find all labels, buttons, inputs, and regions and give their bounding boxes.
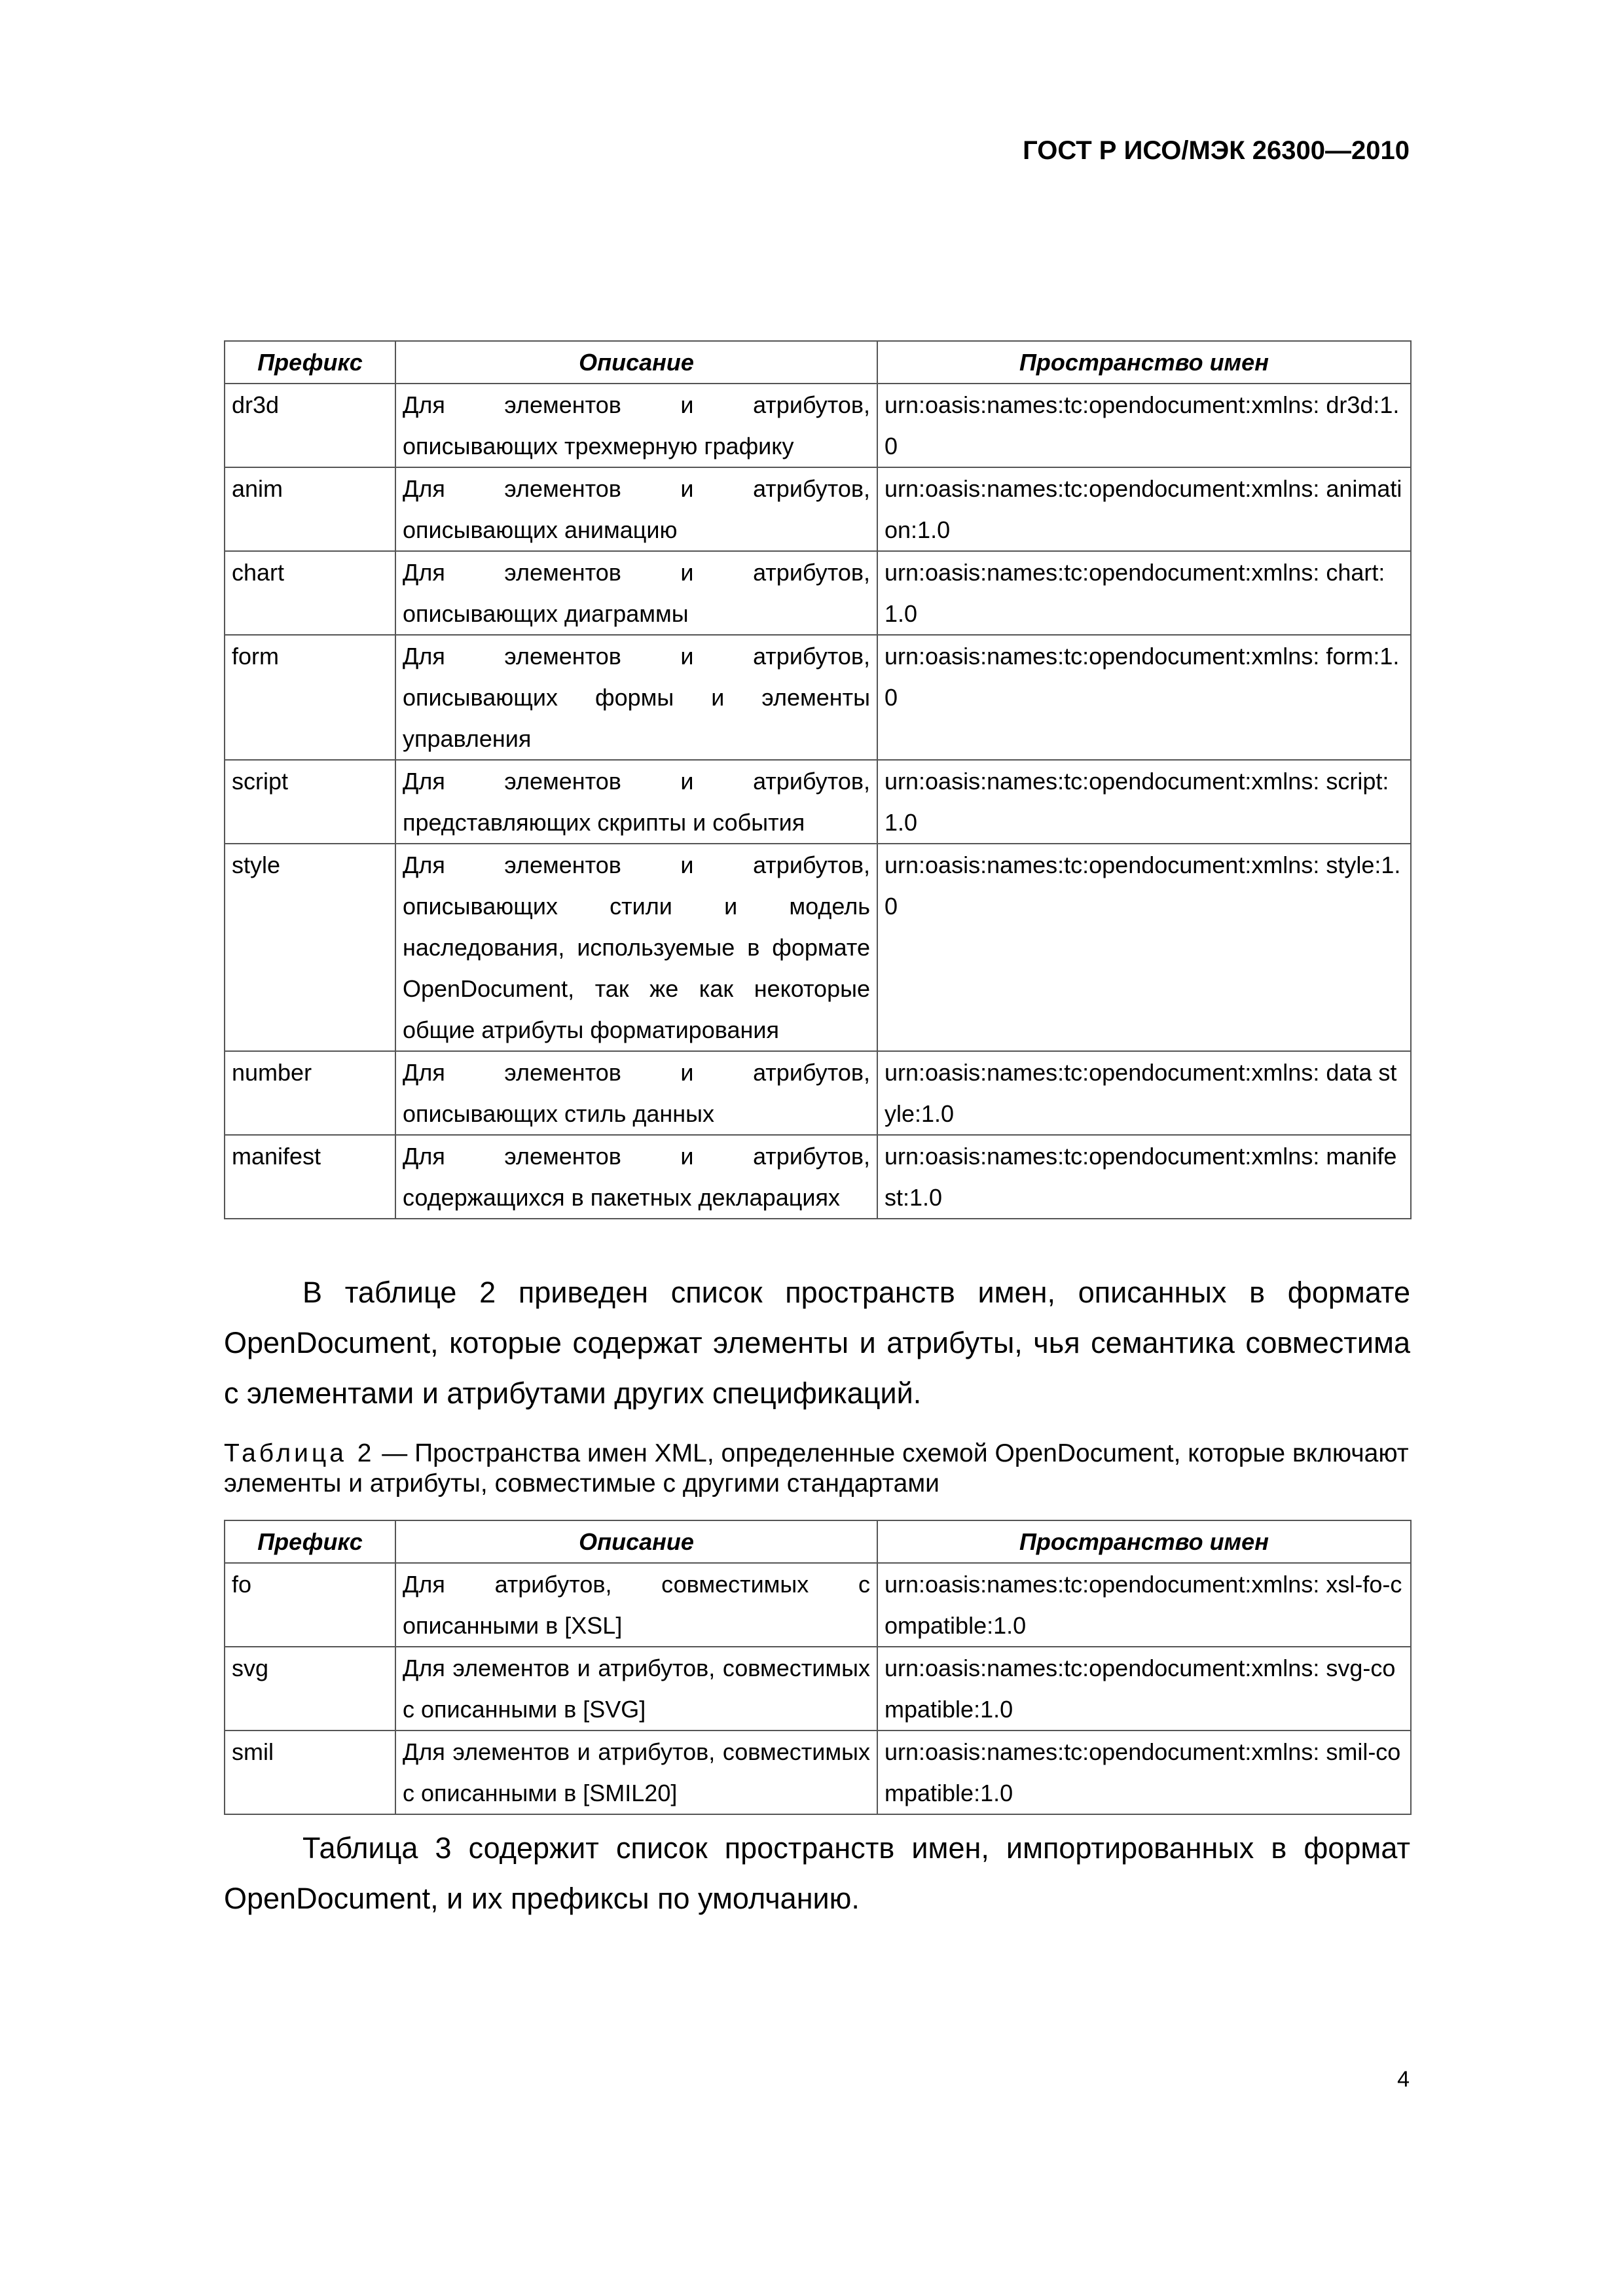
namespace-cell: urn:oasis:names:tc:opendocument:xmlns: x…: [877, 1562, 1412, 1647]
description-cell: Для элементов и атрибутов, описывающих с…: [395, 843, 878, 1052]
table-header-row: Префикс Описание Пространство имен: [224, 1520, 1412, 1564]
description-cell: Для элементов и атрибутов, описывающих с…: [395, 1050, 878, 1136]
prefix-cell: fo: [224, 1562, 396, 1647]
table-row: manifest Для элементов и атрибутов, содер…: [224, 1134, 1412, 1219]
namespace-cell: urn:oasis:names:tc:opendocument:xmlns: m…: [877, 1134, 1412, 1219]
table-row: form Для элементов и атрибутов, описывающ…: [224, 634, 1412, 761]
table-row: fo Для атрибутов, совместимых с описанным…: [224, 1562, 1412, 1647]
paragraph-text: Таблица 3 содержит список пространств им…: [224, 1831, 1410, 1915]
namespaces-table-2: Префикс Описание Пространство имен fo Для…: [224, 1520, 1412, 1815]
prefix-cell: style: [224, 843, 396, 1052]
description-cell: Для элементов и атрибутов, описывающих ф…: [395, 634, 878, 761]
prefix-cell: form: [224, 634, 396, 761]
column-header-prefix: Префикс: [224, 340, 396, 384]
namespace-cell: urn:oasis:names:tc:opendocument:xmlns: a…: [877, 467, 1412, 552]
namespaces-table-1: Префикс Описание Пространство имен dr3d Д…: [224, 340, 1412, 1219]
namespace-cell: urn:oasis:names:tc:opendocument:xmlns: s…: [877, 1646, 1412, 1731]
column-header-namespace: Пространство имен: [877, 1520, 1412, 1564]
description-cell: Для элементов и атрибутов, описывающих д…: [395, 550, 878, 636]
description-cell: Для элементов и атрибутов, описывающих т…: [395, 383, 878, 468]
description-cell: Для элементов и атрибутов, представляющи…: [395, 759, 878, 844]
namespace-cell: urn:oasis:names:tc:opendocument:xmlns: d…: [877, 383, 1412, 468]
namespace-cell: urn:oasis:names:tc:opendocument:xmlns: c…: [877, 550, 1412, 636]
prefix-cell: dr3d: [224, 383, 396, 468]
table-row: script Для элементов и атрибутов, предста…: [224, 759, 1412, 844]
table-header-row: Префикс Описание Пространство имен: [224, 340, 1412, 384]
document-header: ГОСТ Р ИСО/МЭК 26300—2010: [1023, 136, 1410, 165]
paragraph-table2-intro: В таблице 2 приведен список пространств …: [224, 1267, 1410, 1418]
namespace-cell: urn:oasis:names:tc:opendocument:xmlns: s…: [877, 759, 1412, 844]
paragraph-table3-intro: Таблица 3 содержит список пространств им…: [224, 1823, 1410, 1924]
prefix-cell: svg: [224, 1646, 396, 1731]
prefix-cell: anim: [224, 467, 396, 552]
table2-caption: Таблица 2 — Пространства имен XML, опред…: [224, 1439, 1410, 1499]
caption-label: Таблица 2: [224, 1439, 375, 1467]
description-cell: Для элементов и атрибутов, содержащихся …: [395, 1134, 878, 1219]
prefix-cell: smil: [224, 1730, 396, 1815]
column-header-namespace: Пространство имен: [877, 340, 1412, 384]
table-row: number Для элементов и атрибутов, описыва…: [224, 1050, 1412, 1136]
description-cell: Для элементов и атрибутов, описывающих а…: [395, 467, 878, 552]
namespace-cell: urn:oasis:names:tc:opendocument:xmlns: s…: [877, 1730, 1412, 1815]
prefix-cell: number: [224, 1050, 396, 1136]
table-row: anim Для элементов и атрибутов, описывающ…: [224, 467, 1412, 552]
description-cell: Для атрибутов, совместимых с описанными …: [395, 1562, 878, 1647]
table-row: smil Для элементов и атрибутов, совместим…: [224, 1730, 1412, 1815]
description-cell: Для элементов и атрибутов, совместимых с…: [395, 1646, 878, 1731]
caption-text: — Пространства имен XML, определенные сх…: [224, 1439, 1409, 1498]
paragraph-text: В таблице 2 приведен список пространств …: [224, 1276, 1410, 1410]
namespace-cell: urn:oasis:names:tc:opendocument:xmlns: f…: [877, 634, 1412, 761]
namespace-cell: urn:oasis:names:tc:opendocument:xmlns: d…: [877, 1050, 1412, 1136]
description-cell: Для элементов и атрибутов, совместимых с…: [395, 1730, 878, 1815]
table-row: dr3d Для элементов и атрибутов, описывающ…: [224, 383, 1412, 468]
prefix-cell: script: [224, 759, 396, 844]
column-header-prefix: Префикс: [224, 1520, 396, 1564]
table-row: style Для элементов и атрибутов, описываю…: [224, 843, 1412, 1052]
prefix-cell: manifest: [224, 1134, 396, 1219]
prefix-cell: chart: [224, 550, 396, 636]
page-number: 4: [1397, 2067, 1410, 2092]
table-row: svg Для элементов и атрибутов, совместимы…: [224, 1646, 1412, 1731]
namespace-cell: urn:oasis:names:tc:opendocument:xmlns: s…: [877, 843, 1412, 1052]
table-row: chart Для элементов и атрибутов, описываю…: [224, 550, 1412, 636]
column-header-description: Описание: [395, 1520, 878, 1564]
column-header-description: Описание: [395, 340, 878, 384]
